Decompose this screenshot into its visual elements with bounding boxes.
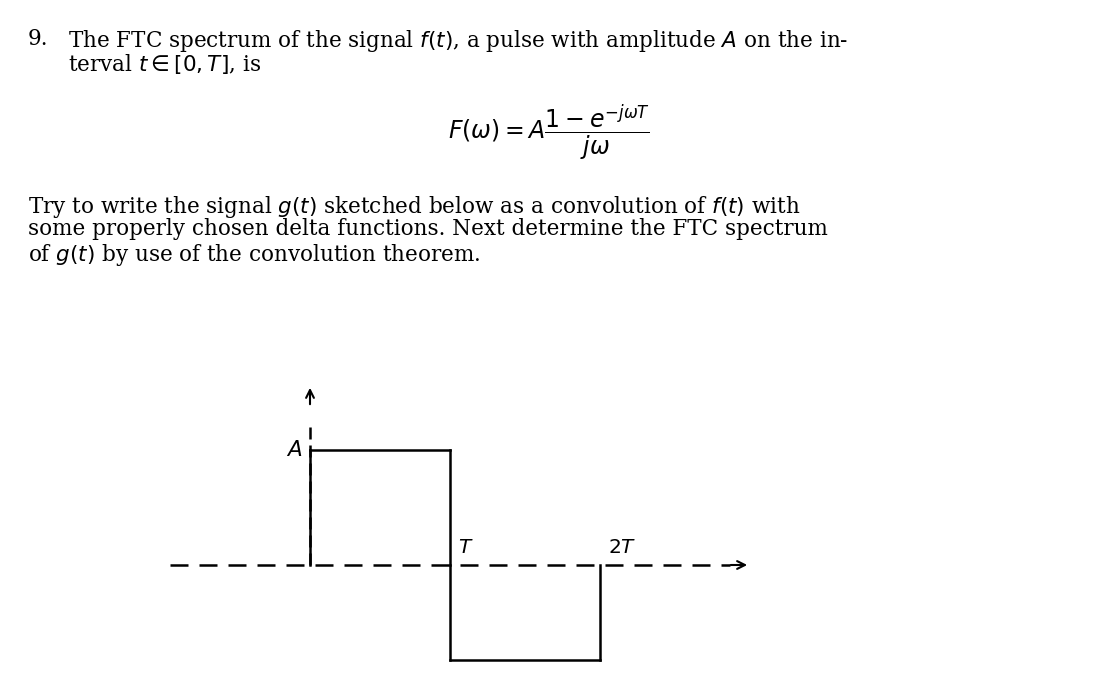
Text: $T$: $T$ — [458, 538, 474, 557]
Text: terval $t \in [0, T]$, is: terval $t \in [0, T]$, is — [68, 52, 260, 76]
Text: Try to write the signal $g(t)$ sketched below as a convolution of $f(t)$ with: Try to write the signal $g(t)$ sketched … — [27, 194, 800, 220]
Text: $F(\omega) = A\dfrac{1 - e^{-j\omega T}}{j\omega}$: $F(\omega) = A\dfrac{1 - e^{-j\omega T}}… — [448, 102, 651, 162]
Text: The FTC spectrum of the signal $f(t)$, a pulse with amplitude $A$ on the in-: The FTC spectrum of the signal $f(t)$, a… — [68, 28, 848, 54]
Text: 9.: 9. — [27, 28, 48, 50]
Text: of $g(t)$ by use of the convolution theorem.: of $g(t)$ by use of the convolution theo… — [27, 242, 480, 268]
Text: $A$: $A$ — [286, 439, 302, 461]
Text: $2T$: $2T$ — [608, 538, 636, 557]
Text: some properly chosen delta functions. Next determine the FTC spectrum: some properly chosen delta functions. Ne… — [27, 218, 828, 240]
